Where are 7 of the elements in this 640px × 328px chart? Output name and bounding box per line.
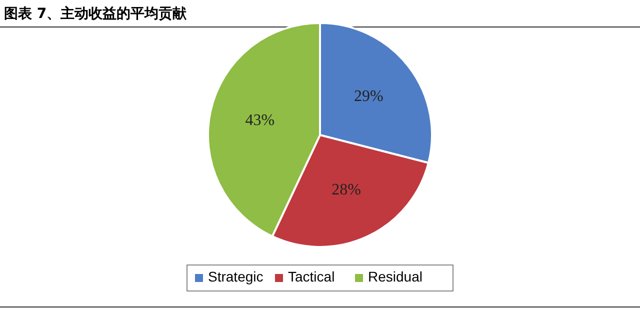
legend-label: Strategic xyxy=(208,268,264,285)
data-label: 43% xyxy=(245,112,275,130)
chart-title: 图表 7、主动收益的平均贡献 xyxy=(4,5,188,22)
data-label: 29% xyxy=(354,88,384,105)
legend-label: Tactical xyxy=(288,268,335,285)
data-label: 28% xyxy=(332,181,361,198)
legend-label: Residual xyxy=(368,268,422,285)
